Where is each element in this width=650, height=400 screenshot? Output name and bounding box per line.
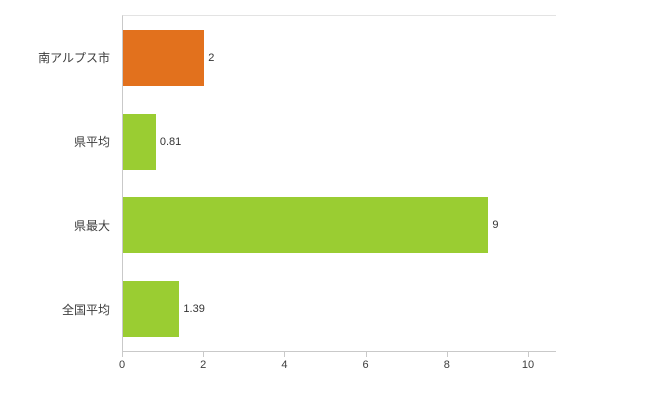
category-label: 県平均 (73, 134, 110, 149)
category-label: 南アルプス市 (38, 50, 110, 65)
bar (123, 113, 156, 170)
x-tick-mark (203, 352, 205, 357)
x-tick-label: 2 (200, 359, 207, 371)
x-tick-label: 8 (443, 359, 450, 371)
bar-row: 0.81 (123, 100, 556, 184)
x-axis: 0 2 4 6 8 10 (118, 352, 556, 378)
bar-row: 2 (123, 16, 556, 100)
x-tick-mark (365, 352, 367, 357)
x-tick-mark (446, 352, 448, 357)
bar-value-label: 0.81 (159, 135, 182, 148)
bar-value-label: 1.39 (183, 303, 205, 316)
bar-value-label: 2 (208, 51, 215, 64)
x-tick-mark (284, 352, 286, 357)
plot-area: 2 0.81 9 1.39 (122, 15, 556, 352)
bar (123, 29, 205, 86)
bar-row: 9 (123, 184, 556, 268)
category-label: 全国平均 (61, 303, 110, 318)
x-tick-label: 0 (118, 359, 126, 371)
bar-row: 1.39 (123, 267, 556, 351)
x-tick-mark (122, 352, 123, 357)
category-label: 県最大 (73, 219, 110, 234)
x-tick-mark (528, 352, 529, 357)
x-tick-label: 4 (281, 359, 288, 371)
x-tick-label: 10 (521, 359, 535, 371)
x-tick-label: 6 (362, 359, 369, 371)
bar-value-label: 9 (492, 219, 499, 232)
y-axis-labels: 南アルプス市県平均県最大全国平均 (0, 15, 116, 352)
bar (123, 281, 180, 338)
bar (123, 197, 489, 254)
